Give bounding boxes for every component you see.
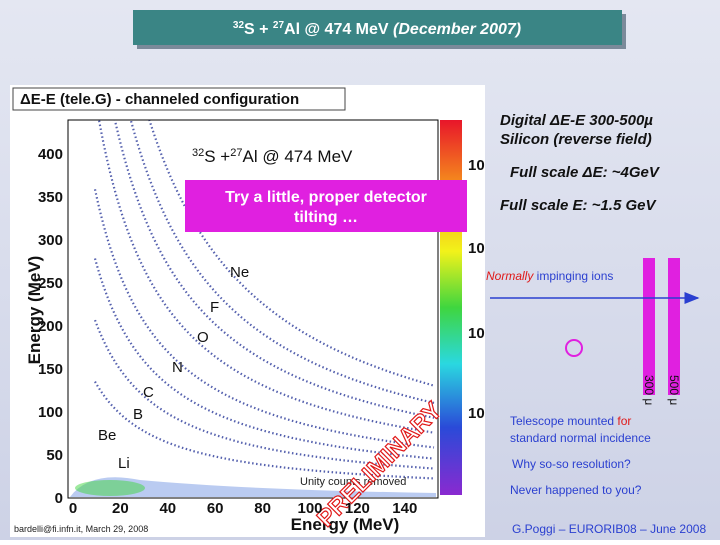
colorbar-tick-label: 10: [468, 240, 485, 257]
note-part: Telescope mounted: [510, 414, 617, 428]
y-tick-label: 400: [38, 146, 63, 163]
y-tick-label: 100: [38, 404, 63, 421]
x-tick-label: 0: [69, 500, 77, 517]
plot-header-box: [12, 87, 346, 111]
event-band: [93, 319, 435, 470]
slide-title: 32S + 27Al @ 474 MeV (December 2007): [233, 20, 521, 38]
y-tick-label: 150: [38, 361, 63, 378]
ion-label: Li: [118, 455, 130, 472]
mass-number: 27: [230, 147, 242, 159]
y-tick-label: 300: [38, 232, 63, 249]
why-note: Why so-so resolution?: [512, 457, 631, 471]
telescope-note: Telescope mounted for: [510, 414, 631, 428]
y-tick-label: 350: [38, 189, 63, 206]
plot-header: ΔE-E (tele.G) - channeled configuration: [20, 91, 299, 108]
colorbar-tick-label: 10: [468, 405, 485, 422]
y-tick-label: 50: [46, 447, 63, 464]
note-part: impinging ions: [533, 269, 613, 283]
footer: G.Poggi – EURORIB08 – June 2008: [512, 522, 706, 536]
y-tick-label: 0: [55, 490, 63, 507]
mass-number: 32: [233, 20, 245, 31]
y-tick-label: 200: [38, 318, 63, 335]
setup-note: Digital ΔE-E 300-500µ: [500, 112, 653, 129]
full-scale-de: Full scale ΔE: ~4GeV: [510, 164, 661, 181]
colorbar: [440, 120, 462, 495]
detector-500: [668, 258, 680, 395]
plot-credit: bardelli@fi.infn.it, March 29, 2008: [14, 524, 148, 534]
plot-note: Unity counts removed: [300, 476, 406, 488]
ion-label: Be: [98, 427, 116, 444]
reaction-label: 32S +27Al @ 474 MeV: [192, 147, 353, 166]
x-tick-label: 40: [159, 500, 176, 517]
x-tick-label: 20: [112, 500, 129, 517]
ion-label: O: [197, 329, 209, 346]
plot-frame: [67, 119, 439, 499]
detector-label: 500 μ: [667, 375, 681, 405]
event-band: [93, 258, 435, 460]
reaction-part: Al @ 474 MeV: [243, 147, 354, 166]
x-tick-label: 80: [254, 500, 271, 517]
never-note: Never happened to you?: [510, 483, 642, 497]
callout-line: tilting …: [294, 209, 358, 226]
event-band: [113, 120, 435, 419]
ion-label: N: [172, 359, 183, 376]
title-date: (December 2007): [393, 21, 521, 38]
callout-line: Try a little, proper detector: [225, 189, 427, 206]
colorbar-tick-label: 10: [468, 157, 485, 174]
plot-image: [10, 85, 485, 537]
impinging-note: Normally impinging ions: [486, 269, 613, 283]
title-part: S +: [244, 21, 273, 38]
event-bands: [70, 120, 436, 497]
ion-label: F: [210, 299, 219, 316]
x-tick-label: 120: [345, 500, 370, 517]
event-cloud: [70, 477, 436, 497]
reaction-part: S +: [204, 147, 230, 166]
setup-note: Silicon (reverse field): [500, 131, 652, 148]
colorbar-tick-label: 10: [468, 325, 485, 342]
mass-number: 32: [192, 147, 204, 159]
x-tick-label: 100: [297, 500, 322, 517]
emphasis: Normally: [486, 269, 534, 283]
title-box: [133, 10, 622, 45]
detector-300: [643, 258, 655, 395]
ion-label: C: [143, 384, 154, 401]
y-axis-label: Energy (MeV): [25, 256, 44, 365]
beam-spot: [565, 339, 583, 357]
ion-label: Ne: [230, 264, 249, 281]
x-tick-label: 60: [207, 500, 224, 517]
event-band: [94, 381, 435, 480]
ion-label: B: [133, 406, 143, 423]
x-tick-label: 140: [392, 500, 417, 517]
telescope-note: standard normal incidence: [510, 431, 651, 445]
mass-number: 27: [273, 20, 285, 31]
x-axis-label: Energy (MeV): [291, 515, 400, 534]
y-tick-label: 250: [38, 275, 63, 292]
detector-label: 300 μ: [642, 375, 656, 405]
event-cloud: [75, 480, 145, 496]
title-part: Al @ 474 MeV: [284, 21, 393, 38]
full-scale-e: Full scale E: ~1.5 GeV: [500, 197, 657, 214]
note-part: for: [617, 414, 631, 428]
callout-box: [185, 180, 467, 232]
